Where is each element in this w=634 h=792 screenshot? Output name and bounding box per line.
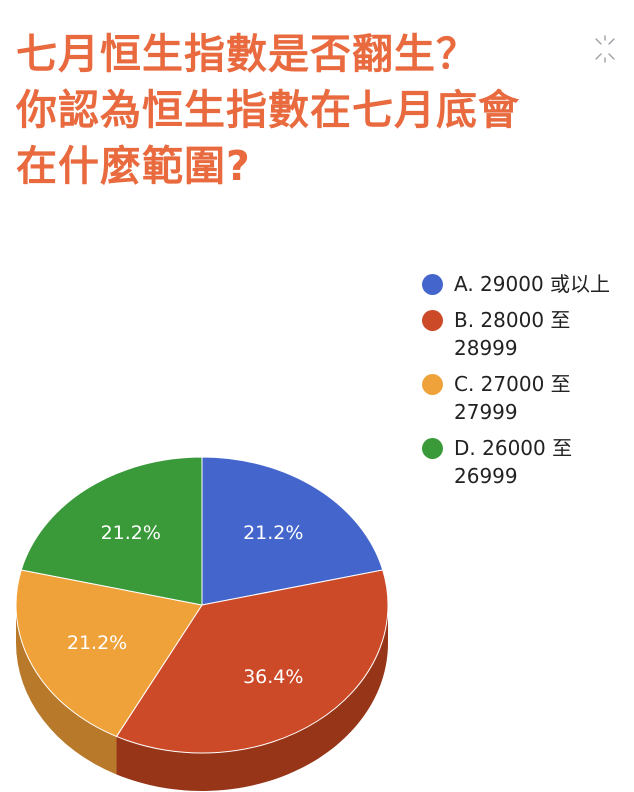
pie-slice-b [115, 569, 389, 754]
pie-chart: 21.2% 36.4% 21.2% 21.2% [15, 456, 389, 791]
pie-side-c [16, 605, 117, 775]
legend-label-d-line-1: D. 26000 至 [454, 436, 573, 460]
legend-label-a-line-1: A. 29000 或以上 [454, 272, 611, 296]
chart-legend: A. 29000 或以上 B. 28000 至 28999 C. 27000 至… [422, 270, 627, 498]
legend-item-c: C. 27000 至 27999 [422, 370, 627, 426]
pie-label-d: 21.2% [101, 522, 161, 544]
chart-title-line-1: 七月恒生指數是否翻生？ [16, 30, 478, 78]
pie-label-c: 21.2% [67, 632, 127, 654]
legend-label-d-line-2: 26999 [454, 464, 518, 488]
chart-title: 七月恒生指數是否翻生？ 你認為恒生指數在七月底會 在什麼範圍? [16, 26, 596, 194]
legend-swatch-d [422, 438, 443, 459]
pie-label-b: 36.4% [243, 666, 303, 688]
legend-item-d: D. 26000 至 26999 [422, 434, 627, 490]
pie-slice-a [201, 456, 384, 606]
pie-side-b [116, 605, 389, 791]
pie-label-a: 21.2% [243, 522, 303, 544]
legend-item-a: A. 29000 或以上 [422, 270, 627, 298]
legend-swatch-a [422, 274, 443, 295]
chart-title-line-2: 你認為恒生指數在七月底會 [16, 86, 520, 134]
legend-label-c-line-2: 27999 [454, 400, 518, 424]
chart-title-line-3: 在什麼範圍? [16, 142, 251, 190]
pie-slice-c [15, 569, 203, 738]
legend-label-c-line-1: C. 27000 至 [454, 372, 571, 396]
legend-item-b: B. 28000 至 28999 [422, 306, 627, 362]
legend-swatch-c [422, 374, 443, 395]
sparkle-icon [595, 35, 615, 63]
legend-label-b-line-1: B. 28000 至 [454, 308, 571, 332]
legend-label-b-line-2: 28999 [454, 336, 518, 360]
pie-slice-d [20, 456, 203, 606]
legend-swatch-b [422, 310, 443, 331]
